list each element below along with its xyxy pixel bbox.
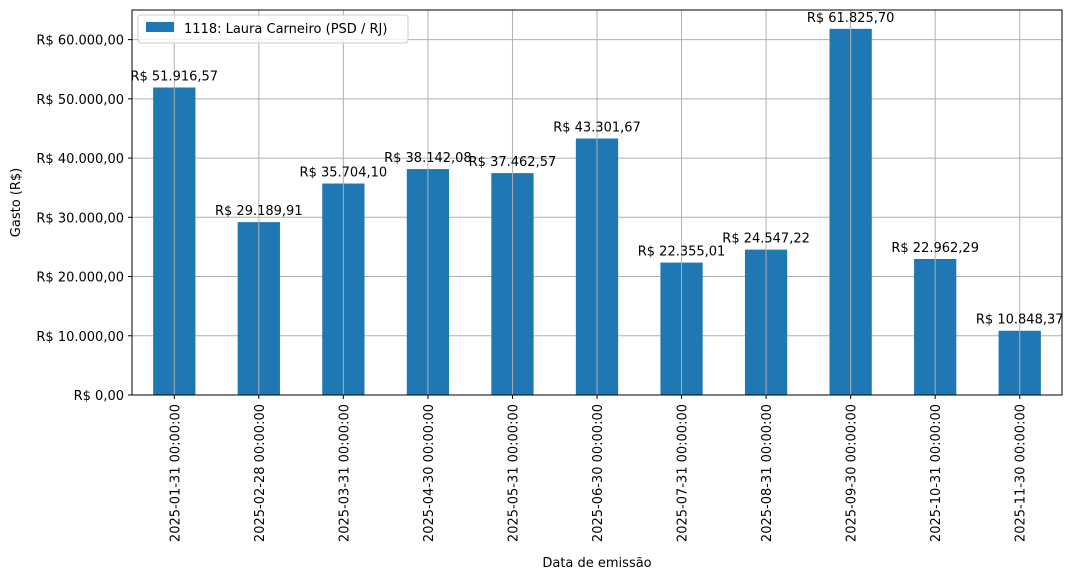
x-tick-label: 2025-01-31 00:00:00 (168, 404, 183, 542)
x-tick-label: 2025-05-31 00:00:00 (506, 404, 521, 542)
vertical-grid-lines (173, 10, 1021, 395)
bar-value-label: R$ 51.916,57 (130, 69, 218, 84)
x-axis: 2025-01-31 00:00:00 2025-02-28 00:00:00 20… (168, 395, 1029, 542)
x-tick-label: 2025-02-28 00:00:00 (253, 404, 268, 542)
legend: 1118: Laura Carneiro (PSD / RJ) (137, 14, 409, 44)
y-tick-label: R$ 60.000,00 (36, 34, 124, 49)
y-tick-label: R$ 10.000,00 (36, 330, 124, 345)
x-tick-label: 2025-08-31 00:00:00 (760, 404, 775, 542)
bar-value-label: R$ 61.825,70 (807, 11, 895, 26)
x-tick-label: 2025-03-31 00:00:00 (337, 404, 352, 542)
bar-value-label: R$ 22.962,29 (891, 241, 979, 256)
x-axis-title: Data de emissão (542, 556, 651, 571)
legend-swatch (146, 22, 174, 32)
y-tick-label: R$ 40.000,00 (36, 152, 124, 167)
bar-value-label: R$ 24.547,22 (722, 232, 810, 247)
y-tick-label: R$ 30.000,00 (36, 211, 124, 226)
bar-value-label: R$ 10.848,37 (976, 313, 1064, 328)
x-tick-label: 2025-07-31 00:00:00 (676, 404, 691, 542)
y-tick-label: R$ 50.000,00 (36, 93, 124, 108)
x-tick-label: 2025-06-30 00:00:00 (591, 404, 606, 542)
bar-value-label: R$ 43.301,67 (553, 121, 641, 136)
x-tick-label: 2025-11-30 00:00:00 (1014, 404, 1029, 542)
bar-value-label: R$ 37.462,57 (469, 155, 557, 170)
y-axis: R$ 0,00 R$ 10.000,00 R$ 20.000,00 R$ 30.000… (36, 34, 132, 404)
legend-box (137, 14, 409, 44)
legend-label: 1118: Laura Carneiro (PSD / RJ) (184, 22, 387, 37)
bar-value-label: R$ 38.142,08 (384, 151, 472, 166)
y-tick-label: R$ 0,00 (74, 389, 124, 404)
x-tick-label: 2025-09-30 00:00:00 (845, 404, 860, 542)
bar-value-label: R$ 35.704,10 (300, 166, 388, 181)
x-tick-label: 2025-10-31 00:00:00 (929, 404, 944, 542)
y-tick-label: R$ 20.000,00 (36, 271, 124, 286)
data-labels: R$ 51.916,57R$ 29.189,91R$ 35.704,10R$ 3… (130, 11, 1063, 328)
bar-value-label: R$ 29.189,91 (215, 204, 303, 219)
y-axis-title: Gasto (R$) (9, 168, 24, 237)
x-tick-label: 2025-04-30 00:00:00 (422, 404, 437, 542)
bar-value-label: R$ 22.355,01 (638, 245, 726, 260)
